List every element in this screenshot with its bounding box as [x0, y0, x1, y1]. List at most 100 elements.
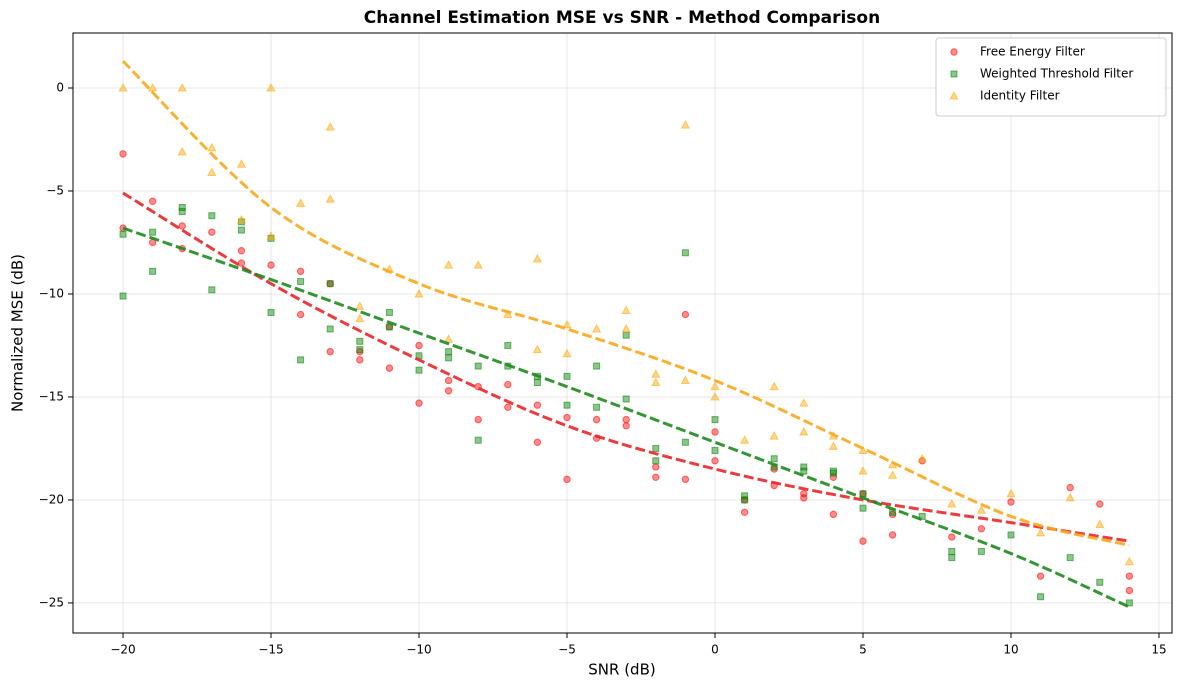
- y-tick-label: −20: [39, 492, 64, 506]
- point: [207, 167, 217, 176]
- point: [799, 426, 809, 436]
- point: [533, 379, 541, 387]
- point: [443, 260, 454, 269]
- trend-line: [121, 60, 1130, 547]
- trend-line: [122, 191, 1130, 543]
- point: [237, 247, 246, 255]
- point: [592, 415, 601, 424]
- x-axis-label: SNR (dB): [588, 661, 655, 679]
- point: [178, 203, 186, 211]
- point: [297, 356, 305, 364]
- point: [593, 403, 601, 411]
- y-tick-label: −15: [39, 389, 64, 403]
- point: [325, 194, 335, 203]
- point: [651, 377, 661, 387]
- point: [385, 309, 393, 317]
- point: [414, 288, 424, 298]
- point: [267, 261, 275, 269]
- point: [562, 319, 572, 329]
- point: [385, 364, 394, 372]
- y-tick-label: −10: [39, 286, 64, 300]
- point: [445, 348, 453, 356]
- series: [118, 82, 1135, 566]
- point: [474, 436, 482, 444]
- point: [948, 547, 956, 555]
- point: [208, 286, 216, 294]
- legend-label: Weighted Threshold Filter: [980, 67, 1133, 81]
- point: [1037, 593, 1045, 601]
- point: [741, 496, 749, 504]
- point: [563, 475, 571, 484]
- y-tick-label: 0: [56, 80, 64, 94]
- legend: Free Energy Filter Weighted Threshold Fil…: [935, 37, 1167, 117]
- point: [295, 198, 306, 207]
- point: [208, 228, 216, 236]
- point: [740, 508, 749, 516]
- point: [355, 313, 365, 323]
- point: [1066, 483, 1074, 492]
- point: [415, 399, 423, 407]
- point: [829, 469, 837, 477]
- legend-marker: [950, 70, 958, 78]
- point: [533, 438, 542, 446]
- point: [474, 415, 482, 424]
- x-tick-label: 0: [711, 643, 719, 657]
- point: [622, 415, 630, 424]
- point: [267, 309, 275, 317]
- x-tick-label: 10: [1003, 643, 1018, 657]
- point: [652, 463, 660, 471]
- point: [977, 525, 986, 533]
- point: [1006, 488, 1016, 498]
- point: [887, 470, 898, 479]
- point: [652, 457, 660, 465]
- point: [917, 453, 927, 463]
- point: [652, 444, 660, 452]
- point: [208, 212, 216, 220]
- point: [237, 226, 245, 234]
- point: [149, 228, 157, 236]
- trend-line: [122, 226, 1130, 609]
- point: [236, 214, 247, 224]
- x-tick-label: 5: [859, 643, 867, 657]
- legend-label: Free Energy Filter: [980, 45, 1085, 59]
- point: [1125, 586, 1134, 595]
- point: [385, 323, 393, 331]
- point: [591, 323, 602, 333]
- point: [977, 547, 985, 555]
- point: [800, 467, 808, 475]
- point: [741, 492, 749, 500]
- point: [621, 305, 631, 314]
- point: [207, 142, 217, 152]
- point: [1065, 492, 1075, 502]
- point: [563, 372, 571, 380]
- point: [859, 537, 867, 545]
- x-tick-label: −20: [110, 643, 135, 657]
- point: [326, 280, 334, 288]
- point: [178, 208, 186, 216]
- legend-marker: [949, 90, 959, 100]
- point: [858, 466, 868, 475]
- point: [149, 267, 157, 275]
- point: [770, 455, 778, 463]
- point: [1007, 531, 1015, 539]
- point: [562, 348, 572, 358]
- x-tick-label: −10: [406, 643, 431, 657]
- plot-frame: [72, 32, 1173, 634]
- point: [1096, 500, 1104, 508]
- point: [444, 387, 453, 395]
- point: [415, 341, 423, 350]
- point: [355, 301, 365, 310]
- point: [1125, 572, 1134, 580]
- point: [681, 249, 689, 257]
- point: [236, 159, 247, 168]
- point: [711, 428, 719, 436]
- point: [888, 531, 897, 539]
- point: [681, 475, 690, 484]
- legend-label: Identity Filter: [980, 89, 1060, 103]
- point: [947, 499, 957, 508]
- point: [1125, 599, 1133, 607]
- point: [859, 504, 867, 512]
- point: [296, 310, 305, 319]
- point: [119, 230, 127, 238]
